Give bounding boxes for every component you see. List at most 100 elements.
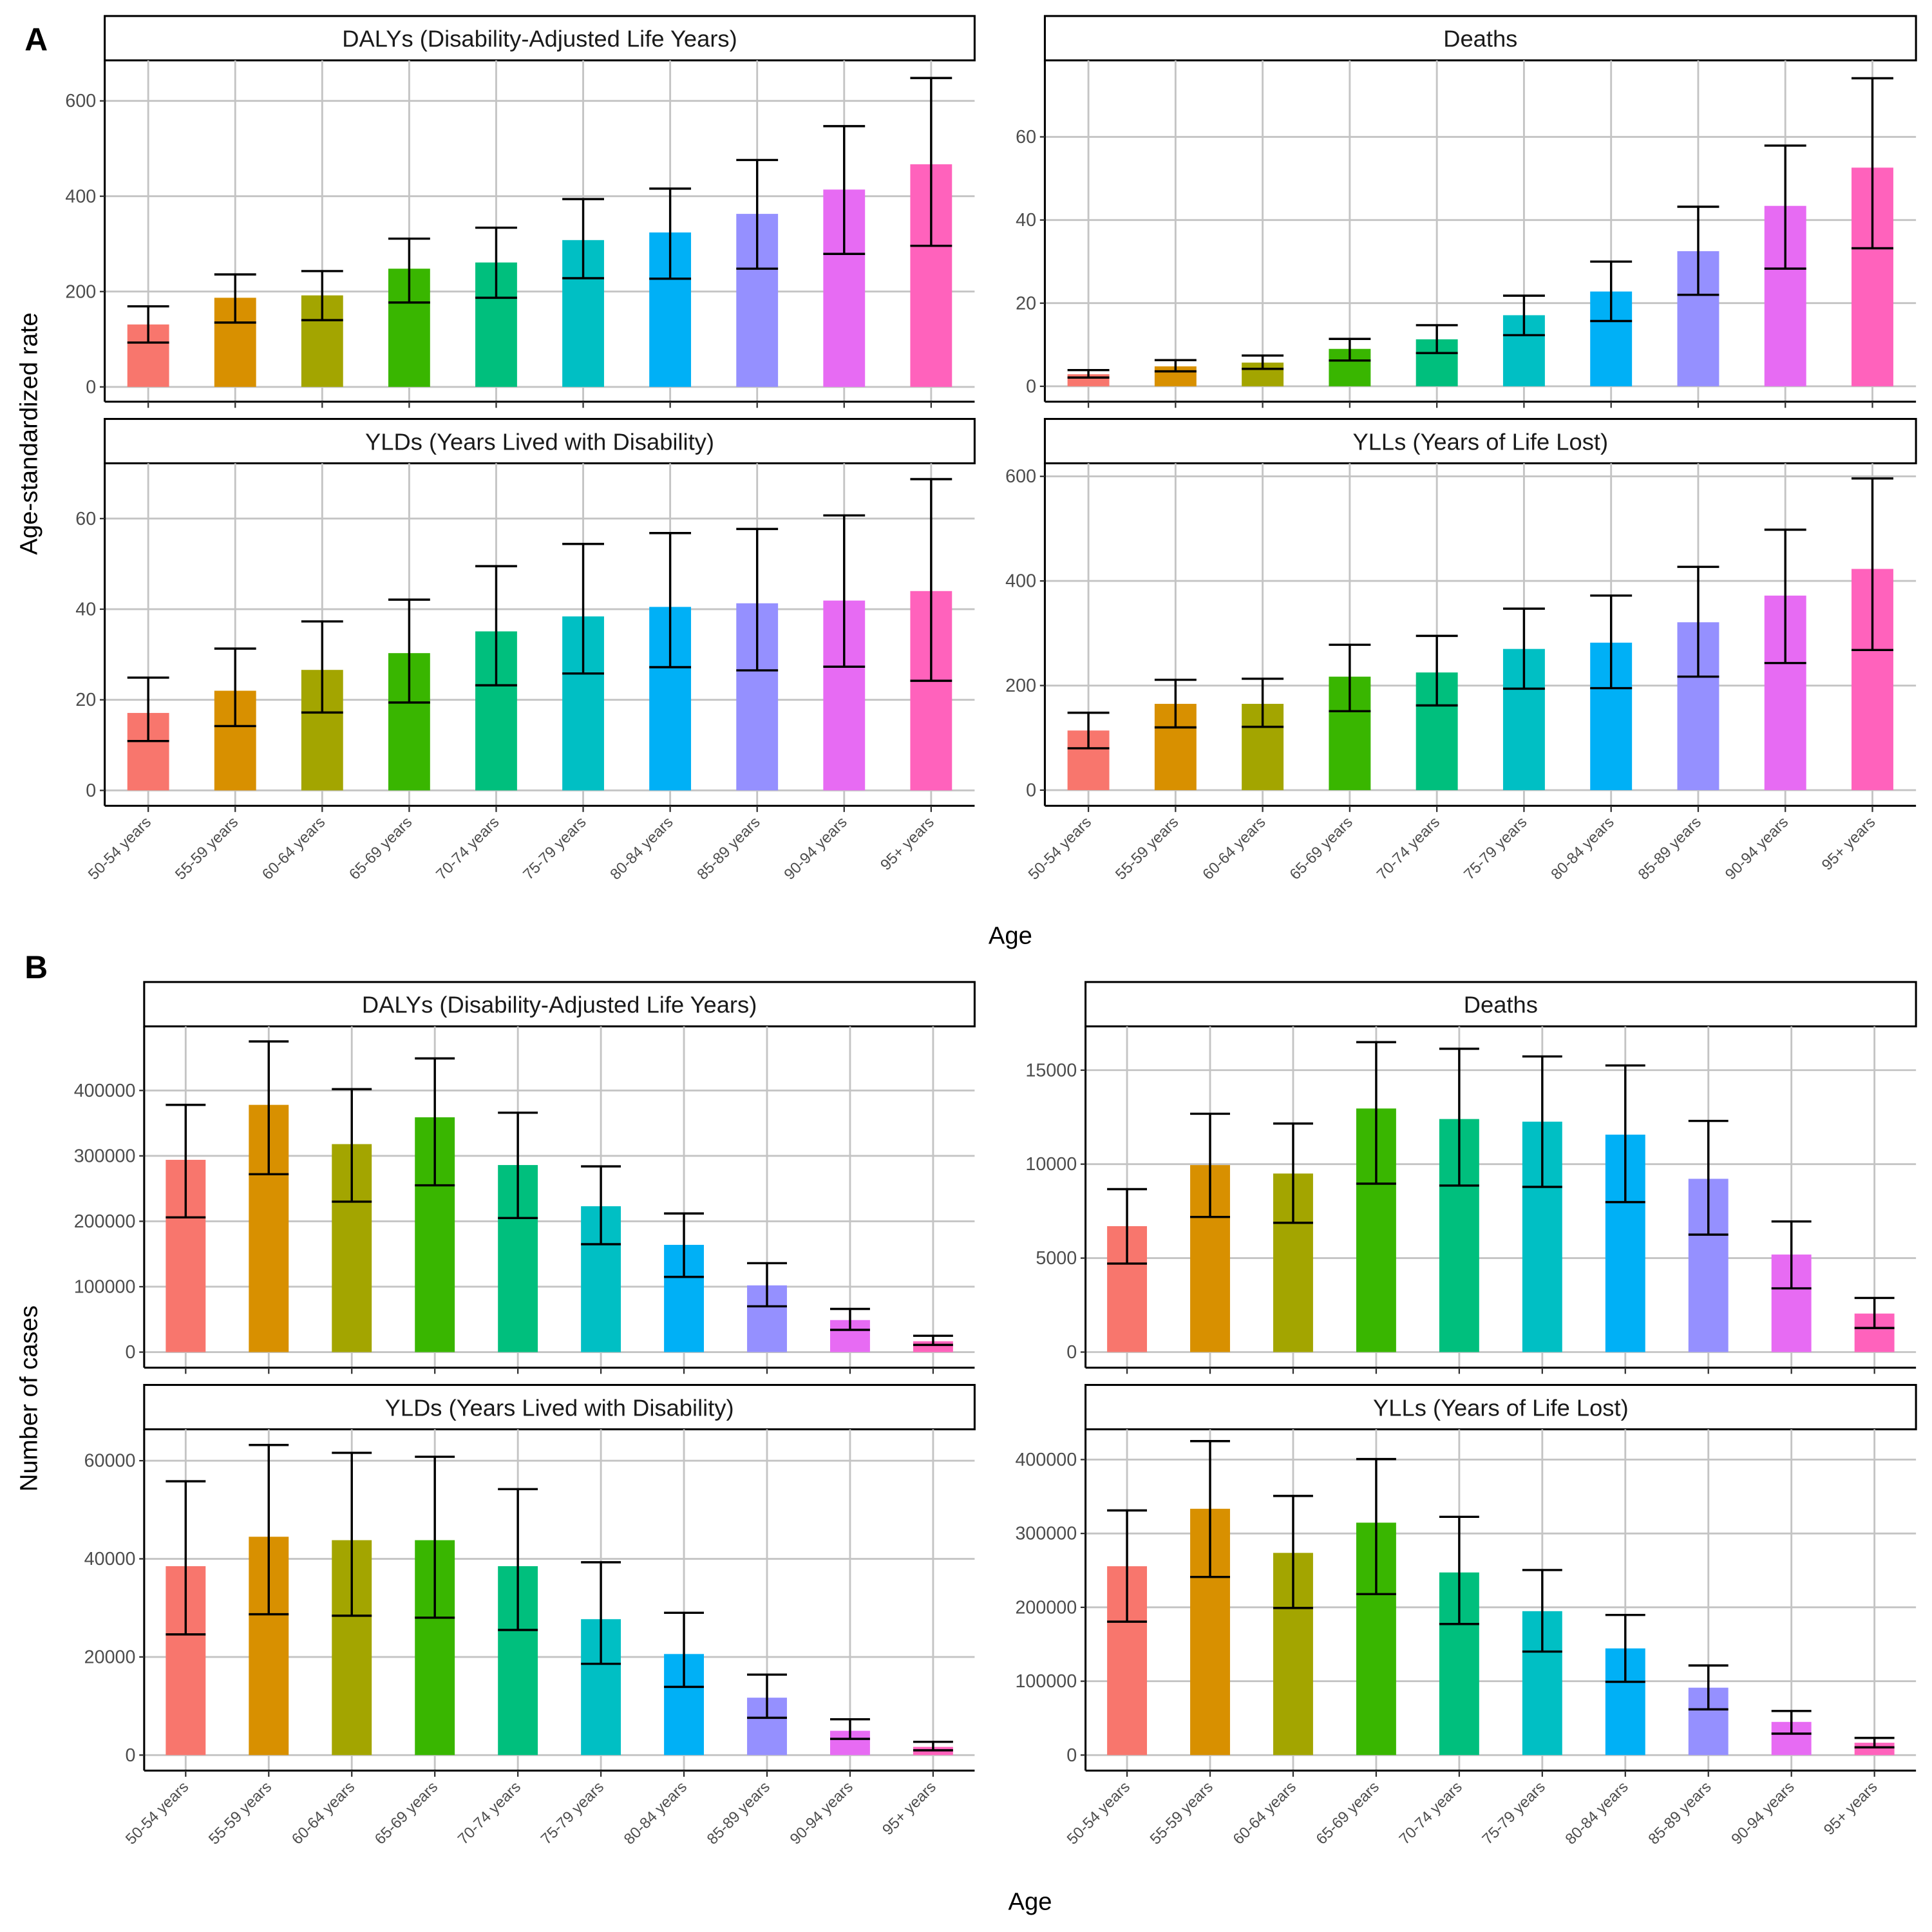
strip-box [104,15,976,62]
y-tick-label: 20000 [84,1647,136,1667]
panel-title: Deaths [1443,26,1517,52]
error-bar [1771,1710,1812,1735]
error-bar [1356,1457,1396,1596]
panel-title: YLDs (Years Lived with Disability) [385,1394,734,1421]
y-tick-label: 20 [75,690,96,710]
error-bar [1273,1495,1313,1609]
error-bar [736,527,779,672]
error-bar [1771,1220,1812,1290]
error-bar [581,1561,621,1665]
error-bar [249,1444,289,1616]
error-bar [1242,677,1284,728]
error-bar [475,226,517,299]
panel-title: DALYs (Disability-Adjusted Life Years) [342,26,737,52]
y-tick-label: 200 [65,281,96,302]
error-bar [498,1112,538,1220]
panel-title: YLLs (Years of Life Lost) [1373,1394,1629,1421]
error-bar [166,1480,206,1636]
error-bar [1502,607,1545,690]
error-bar [1522,1569,1562,1653]
error-bar [1688,1119,1728,1236]
error-bar [415,1455,455,1619]
panel-tag-a: A [24,21,48,57]
panel-tag-b: B [24,949,48,985]
error-bar [747,1673,787,1719]
error-bar [301,620,343,714]
panel-A-ylds: YLDs (Years Lived with Disability) 0 20 40 6… [75,417,976,884]
error-bar [1067,368,1110,379]
y-tick-label: 0 [1066,1745,1077,1766]
y-tick-label: 20 [1016,293,1036,314]
error-bar [166,1103,206,1219]
panel-title: DALYs (Disability-Adjusted Life Years) [362,992,757,1018]
error-bar [664,1611,705,1689]
error-bar [562,198,604,279]
error-bar [581,1165,621,1245]
error-bar [1107,1188,1148,1265]
y-tick-label: 300000 [1015,1524,1077,1544]
error-bar [1154,359,1197,373]
error-bar [1764,144,1806,270]
error-bar [1067,712,1110,750]
error-bar [1190,1112,1230,1218]
y-tick-label: 400 [1005,571,1036,592]
panel-A-dalys: DALYs (Disability-Adjusted Life Years) 0 2… [65,15,976,408]
error-bar [388,598,430,704]
error-bar [1854,1736,1895,1748]
error-bar [1439,1047,1479,1187]
error-bar [1439,1515,1479,1625]
y-tick-label: 0 [1026,376,1036,397]
error-bar [1764,528,1806,665]
panel-A-deaths: Deaths 0 20 40 60 [1016,15,1917,408]
y-tick-label: 200000 [1015,1597,1077,1618]
error-bar [1605,1064,1645,1204]
error-bar [1522,1055,1562,1188]
panel-title: Deaths [1464,992,1538,1018]
error-bar [1502,294,1545,337]
y-tick-label: 0 [125,1745,135,1766]
error-bar [332,1452,372,1617]
panel-B-deaths: Deaths 0 5000 10000 15000 [1025,981,1917,1374]
y-axis-title-b: Number of cases [15,1305,43,1492]
error-bar [562,542,604,675]
panel-title: YLLs (Years of Life Lost) [1352,428,1608,455]
y-tick-label: 400000 [74,1081,136,1101]
y-tick-label: 600 [65,91,96,111]
error-bar [1852,477,1893,652]
y-tick-label: 0 [86,781,96,801]
error-bar [498,1488,538,1631]
error-bar [664,1212,705,1278]
error-bar [1154,678,1197,729]
error-bar [388,237,430,304]
y-tick-label: 0 [86,377,96,397]
y-tick-label: 400000 [1015,1450,1077,1470]
error-bar [214,647,256,728]
strip-box [1043,15,1917,62]
error-bar [1590,260,1633,323]
y-axis-title-a: Age-standardized rate [15,312,43,554]
error-bar [249,1040,289,1176]
error-bar [1329,337,1371,362]
x-axis-title-b: Age [1008,1888,1052,1916]
error-bar [127,305,169,344]
error-bar [823,514,866,668]
panel-title: YLDs (Years Lived with Disability) [365,428,714,455]
y-tick-label: 15000 [1025,1060,1077,1081]
y-tick-label: 0 [1026,780,1036,800]
y-tick-label: 60 [1016,127,1036,147]
bar-95-years [1854,1743,1895,1756]
error-bar [127,676,169,743]
error-bar [1854,1296,1895,1329]
error-bar [823,125,866,255]
y-tick-label: 0 [125,1342,135,1363]
strip-box [143,981,976,1028]
error-bar [332,1088,372,1203]
strip-box [143,1383,976,1430]
error-bar [1852,77,1893,250]
y-tick-label: 60 [75,509,96,529]
error-bar [1273,1122,1313,1224]
error-bar [1590,594,1633,690]
error-bar [910,77,952,247]
y-tick-label: 400 [65,186,96,207]
y-tick-label: 10000 [1025,1154,1077,1175]
